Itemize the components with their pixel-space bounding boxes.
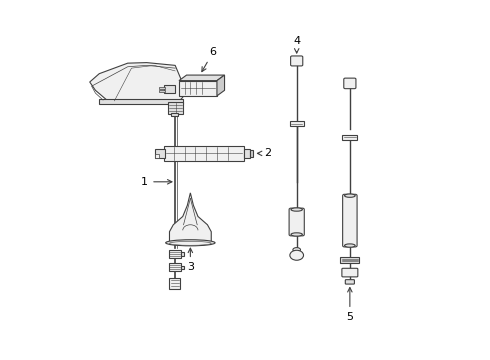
Ellipse shape — [293, 248, 300, 252]
Ellipse shape — [166, 240, 215, 246]
FancyBboxPatch shape — [170, 278, 180, 288]
FancyBboxPatch shape — [290, 121, 303, 126]
Text: 5: 5 — [346, 288, 353, 322]
FancyBboxPatch shape — [343, 194, 357, 247]
Polygon shape — [179, 81, 217, 96]
Polygon shape — [217, 75, 224, 96]
FancyBboxPatch shape — [169, 263, 181, 271]
FancyBboxPatch shape — [244, 149, 250, 158]
Text: 4: 4 — [293, 36, 300, 53]
Ellipse shape — [291, 233, 302, 236]
Ellipse shape — [291, 208, 302, 211]
FancyBboxPatch shape — [341, 257, 359, 263]
FancyBboxPatch shape — [289, 208, 304, 236]
FancyBboxPatch shape — [345, 280, 354, 284]
Polygon shape — [164, 85, 175, 93]
Polygon shape — [170, 193, 211, 243]
Ellipse shape — [344, 194, 355, 197]
FancyBboxPatch shape — [291, 56, 303, 66]
FancyBboxPatch shape — [342, 135, 358, 140]
Ellipse shape — [344, 244, 355, 247]
FancyBboxPatch shape — [155, 154, 159, 158]
FancyBboxPatch shape — [172, 113, 178, 116]
FancyBboxPatch shape — [250, 150, 253, 157]
Circle shape — [290, 250, 303, 260]
FancyBboxPatch shape — [159, 90, 165, 92]
FancyBboxPatch shape — [344, 78, 356, 89]
Polygon shape — [179, 75, 224, 81]
FancyBboxPatch shape — [169, 250, 181, 258]
Polygon shape — [90, 63, 183, 102]
FancyBboxPatch shape — [181, 252, 184, 256]
Text: 6: 6 — [202, 47, 217, 72]
Text: 1: 1 — [141, 177, 172, 187]
Text: 2: 2 — [257, 148, 271, 158]
FancyBboxPatch shape — [159, 87, 165, 89]
Text: 3: 3 — [187, 248, 194, 272]
FancyBboxPatch shape — [181, 266, 184, 269]
FancyBboxPatch shape — [155, 149, 165, 158]
FancyBboxPatch shape — [342, 268, 358, 277]
FancyBboxPatch shape — [168, 102, 183, 114]
Ellipse shape — [170, 242, 211, 245]
FancyBboxPatch shape — [164, 146, 244, 161]
FancyBboxPatch shape — [99, 99, 183, 104]
